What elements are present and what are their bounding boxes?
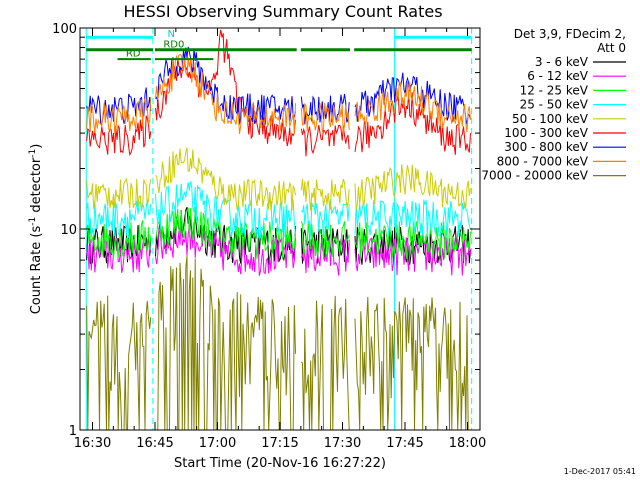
x-tick-label: 17:00: [199, 436, 236, 451]
y-axis-label: Count Rate (s-1 detector-1): [28, 144, 44, 315]
y-axis: 1 10 100: [52, 22, 480, 439]
x-tick-label: 17:45: [386, 436, 423, 451]
legend-entry-label: 3 - 6 keV: [535, 55, 589, 69]
x-tick-label: 16:30: [74, 436, 111, 451]
x-axis: 16:30 16:45 17:00 17:15 17:30 17:45 18:00: [74, 28, 486, 451]
series-line-12-25-kev: [86, 207, 471, 260]
x-tick-label: 16:45: [136, 436, 173, 451]
series-line-50-100-kev: [86, 147, 471, 211]
flag-label: N: [168, 29, 175, 40]
legend-entry-label: 6 - 12 keV: [527, 69, 589, 83]
y-axis-label-sup1: -1: [28, 217, 38, 226]
chart-title: HESSI Observing Summary Count Rates: [123, 2, 442, 21]
y-axis-label-main: Count Rate (s: [29, 226, 44, 315]
y-tick-label: 100: [52, 22, 77, 37]
legend-entry-label: 800 - 7000 keV: [497, 154, 589, 168]
legend-entry-label: 300 - 800 keV: [504, 140, 588, 154]
flag-label: RD0: [163, 39, 184, 50]
legend-header-line-1: Det 3,9, FDecim 2,: [514, 27, 626, 41]
series-line-25-50-kev: [86, 181, 471, 239]
plot-timestamp: 1-Dec-2017 05:41: [564, 467, 636, 476]
series-line-6-12-kev: [86, 218, 471, 276]
legend-header-line-2: Att 0: [597, 41, 626, 55]
legend-entry-label: 25 - 50 keV: [520, 98, 589, 112]
series-line-800-7000-kev: [86, 54, 471, 135]
legend-entry-label: 12 - 25 keV: [520, 83, 589, 97]
flag-label: RD: [126, 49, 141, 60]
legend-entry-label: 100 - 300 keV: [504, 126, 588, 140]
x-axis-label: Start Time (20-Nov-16 16:27:22): [174, 456, 386, 471]
y-tick-label: 10: [60, 223, 77, 238]
series-line-7000-20000-kev: [86, 255, 471, 431]
y-axis-label-sup2: -1: [28, 149, 38, 158]
y-axis-label-mid: detector: [29, 157, 44, 217]
x-tick-label: 17:30: [324, 436, 361, 451]
y-tick-label: 1: [69, 424, 77, 439]
x-tick-label: 18:00: [449, 436, 486, 451]
y-axis-label-end: ): [29, 144, 44, 149]
legend-entry-label: 50 - 100 keV: [512, 112, 589, 126]
x-tick-label: 17:15: [261, 436, 298, 451]
legend-entry-label: 7000 - 20000 keV: [481, 169, 588, 183]
